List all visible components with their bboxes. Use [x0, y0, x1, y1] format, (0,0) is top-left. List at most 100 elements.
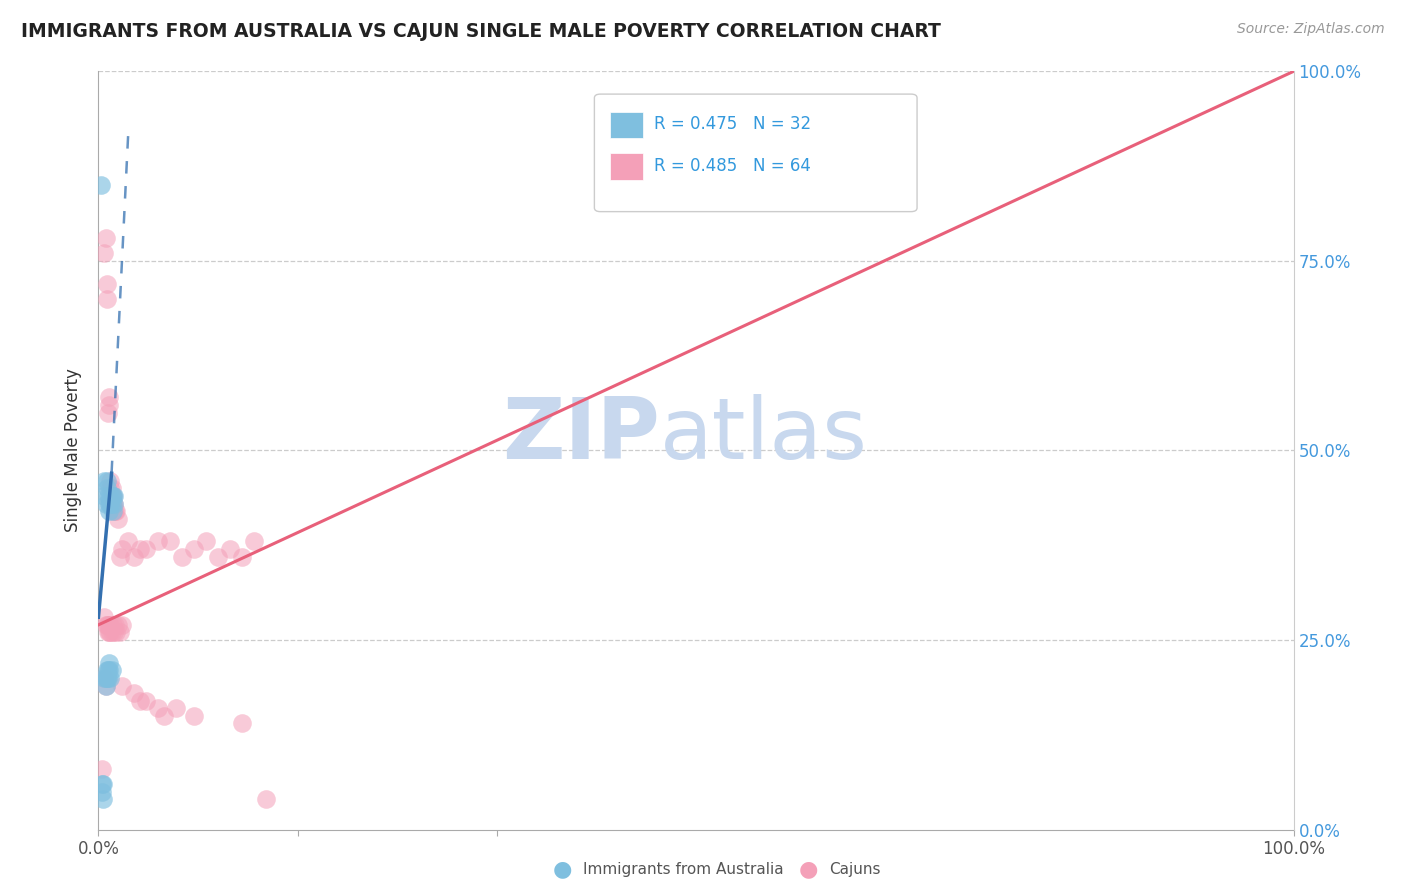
Text: Cajuns: Cajuns [830, 863, 882, 877]
Point [91, 785, 114, 799]
Point [101, 617, 124, 632]
Point [101, 504, 124, 518]
Point [100, 489, 122, 503]
Point [93, 610, 115, 624]
Point [94, 678, 117, 692]
Point [97, 617, 120, 632]
Point [108, 549, 131, 564]
Point [183, 542, 205, 557]
FancyBboxPatch shape [610, 112, 644, 138]
Point [93, 474, 115, 488]
Point [91, 792, 114, 806]
Point [94, 496, 117, 510]
Point [101, 496, 124, 510]
Point [100, 496, 122, 510]
Y-axis label: Single Male Poverty: Single Male Poverty [65, 368, 83, 533]
Point [111, 617, 134, 632]
Point [101, 489, 124, 503]
Point [98, 625, 121, 640]
Point [153, 708, 176, 723]
Text: Immigrants from Australia: Immigrants from Australia [583, 863, 785, 877]
Point [111, 678, 134, 692]
Point [96, 671, 118, 685]
Point [148, 701, 170, 715]
Point [94, 678, 117, 692]
Point [98, 482, 122, 496]
Point [97, 625, 120, 640]
Point [98, 625, 122, 640]
Point [96, 617, 118, 632]
Point [124, 549, 146, 564]
Text: IMMIGRANTS FROM AUSTRALIA VS CAJUN SINGLE MALE POVERTY CORRELATION CHART: IMMIGRANTS FROM AUSTRALIA VS CAJUN SINGL… [21, 22, 941, 41]
Point [96, 482, 118, 496]
Point [96, 277, 118, 291]
Text: Source: ZipAtlas.com: Source: ZipAtlas.com [1237, 22, 1385, 37]
Point [97, 405, 120, 420]
Point [93, 671, 115, 685]
Point [148, 534, 170, 549]
Point [117, 534, 139, 549]
Point [105, 504, 128, 518]
Point [135, 542, 157, 557]
Point [91, 777, 114, 791]
Point [98, 398, 121, 412]
Point [98, 496, 122, 510]
Point [93, 489, 115, 503]
Text: ZIP: ZIP [502, 393, 661, 477]
Text: R = 0.485   N = 64: R = 0.485 N = 64 [654, 157, 811, 175]
Point [100, 482, 122, 496]
Point [98, 504, 121, 518]
Point [135, 694, 157, 708]
Point [90, 178, 112, 193]
Point [93, 671, 115, 685]
Point [107, 617, 129, 632]
Point [254, 792, 277, 806]
Point [98, 474, 122, 488]
Point [91, 762, 114, 776]
Point [183, 708, 205, 723]
Point [100, 625, 122, 640]
Point [96, 292, 118, 306]
Point [100, 489, 122, 503]
Point [129, 542, 152, 557]
FancyBboxPatch shape [595, 95, 917, 211]
Point [94, 671, 117, 685]
Point [124, 686, 146, 700]
Text: atlas: atlas [661, 393, 868, 477]
Point [104, 504, 127, 518]
Point [207, 549, 229, 564]
Point [195, 534, 218, 549]
Text: ●: ● [553, 860, 572, 880]
Point [97, 671, 120, 685]
Point [98, 664, 121, 678]
Point [103, 504, 125, 518]
Point [165, 701, 187, 715]
Point [129, 694, 152, 708]
Point [93, 246, 115, 260]
Point [111, 542, 134, 557]
Point [219, 542, 242, 557]
Point [96, 474, 118, 488]
Point [100, 664, 122, 678]
Point [98, 617, 122, 632]
FancyBboxPatch shape [610, 153, 644, 180]
Point [94, 617, 117, 632]
Point [172, 549, 194, 564]
Point [103, 625, 125, 640]
Point [98, 489, 122, 503]
Point [97, 664, 120, 678]
Point [107, 512, 129, 526]
Point [243, 534, 266, 549]
Text: R = 0.475   N = 32: R = 0.475 N = 32 [654, 115, 811, 134]
Point [98, 656, 121, 670]
Point [159, 534, 181, 549]
Point [104, 617, 127, 632]
Point [96, 664, 118, 678]
Point [98, 671, 122, 685]
Point [108, 625, 131, 640]
Point [91, 777, 114, 791]
Point [96, 671, 118, 685]
Point [101, 489, 124, 503]
Point [98, 391, 121, 405]
Point [231, 549, 253, 564]
